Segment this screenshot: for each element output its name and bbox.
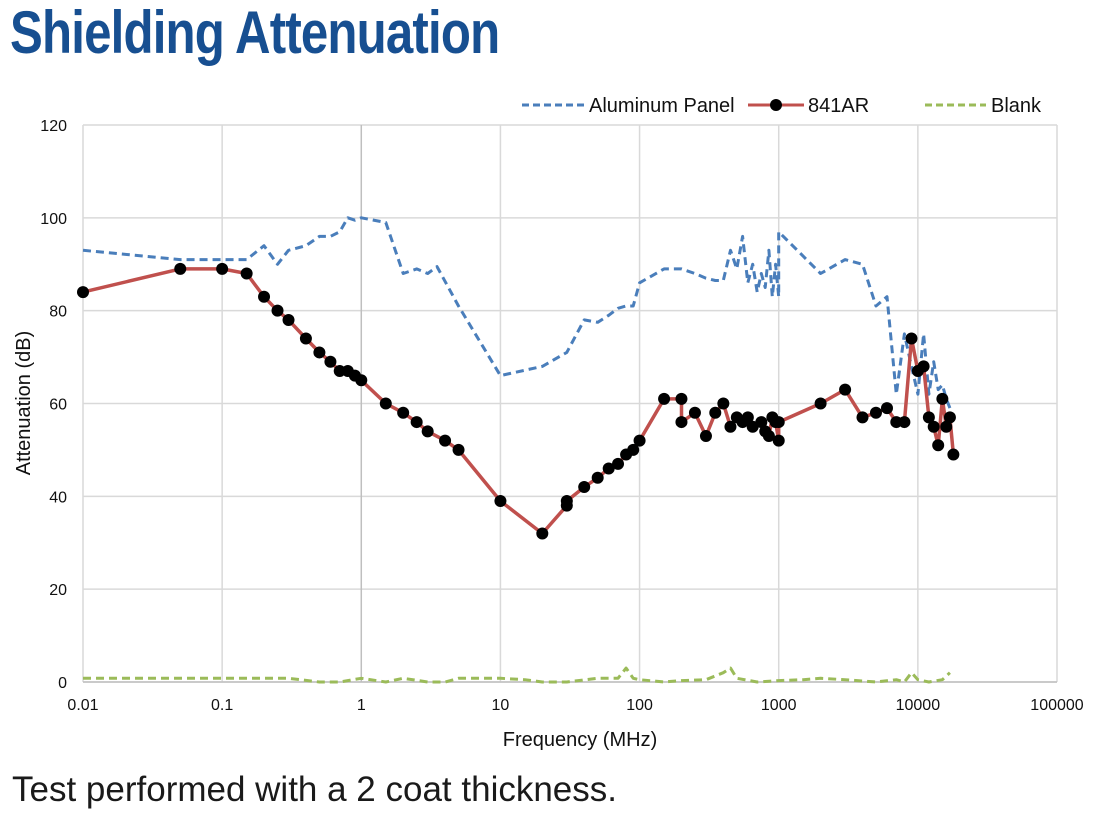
x-tick-label: 0.1 xyxy=(211,697,233,714)
data-point-841ar xyxy=(591,471,604,484)
data-point-841ar xyxy=(452,443,465,456)
data-point-841ar xyxy=(880,402,893,415)
data-point-841ar xyxy=(299,332,312,345)
legend-item-aluminum-panel: Aluminum Panel xyxy=(522,95,735,117)
data-point-841ar xyxy=(578,481,591,494)
data-point-841ar xyxy=(724,420,737,433)
y-tick-label: 20 xyxy=(49,582,67,599)
legend: Aluminum Panel 841AR Blank xyxy=(522,95,1042,117)
legend-label-841ar: 841AR xyxy=(808,95,869,117)
data-point-841ar xyxy=(397,406,410,419)
x-tick-label: 10 xyxy=(492,697,510,714)
data-point-841ar xyxy=(355,374,368,387)
data-point-841ar xyxy=(856,411,869,424)
data-point-841ar xyxy=(258,290,271,303)
legend-marker-841ar xyxy=(770,99,782,111)
y-axis-ticks: 0 20 40 60 80 100 120 xyxy=(40,118,67,692)
series-line-aluminum-panel xyxy=(82,216,952,409)
data-point-841ar xyxy=(772,416,785,429)
data-point-841ar xyxy=(560,494,573,507)
data-point-841ar xyxy=(755,416,768,429)
data-point-841ar xyxy=(633,434,646,447)
x-tick-label: 1000 xyxy=(761,697,797,714)
data-point-841ar xyxy=(379,397,392,410)
y-tick-label: 120 xyxy=(40,118,67,135)
x-tick-label: 10000 xyxy=(896,697,941,714)
x-tick-label: 100 xyxy=(626,697,653,714)
data-point-841ar xyxy=(898,416,911,429)
data-point-841ar xyxy=(602,462,615,475)
data-point-841ar xyxy=(717,397,730,410)
data-point-841ar xyxy=(536,527,549,540)
y-tick-label: 80 xyxy=(49,304,67,321)
page-title: Shielding Attenuation xyxy=(10,0,500,66)
data-point-841ar xyxy=(932,439,945,452)
data-point-841ar xyxy=(927,420,940,433)
legend-item-blank: Blank xyxy=(925,95,1042,117)
data-point-841ar xyxy=(282,313,295,326)
data-point-841ar xyxy=(947,448,960,461)
y-tick-label: 40 xyxy=(49,489,67,506)
data-point-841ar xyxy=(174,262,187,275)
data-point-841ar xyxy=(675,392,688,405)
data-point-841ar xyxy=(741,411,754,424)
data-point-841ar xyxy=(658,392,671,405)
series-blank xyxy=(83,666,951,684)
data-point-841ar xyxy=(77,286,89,299)
data-point-841ar xyxy=(313,346,326,359)
legend-label-blank: Blank xyxy=(991,95,1042,117)
legend-label-aluminum-panel: Aluminum Panel xyxy=(589,95,735,117)
data-point-841ar xyxy=(762,429,775,442)
data-point-841ar xyxy=(240,267,253,280)
data-point-841ar xyxy=(905,332,918,345)
y-tick-label: 100 xyxy=(40,211,67,228)
data-point-841ar xyxy=(675,416,688,429)
y-axis-title: Attenuation (dB) xyxy=(13,331,35,476)
data-point-841ar xyxy=(421,425,434,438)
series-aluminum-panel xyxy=(82,216,952,409)
data-point-841ar xyxy=(324,355,337,368)
y-tick-label: 60 xyxy=(49,397,67,414)
data-point-841ar xyxy=(839,383,852,396)
series-layer xyxy=(77,216,960,684)
x-axis-ticks: 0.01 0.1 1 10 100 1000 10000 100000 xyxy=(67,697,1083,714)
x-tick-label: 1 xyxy=(357,697,366,714)
data-point-841ar xyxy=(271,304,284,317)
data-point-841ar xyxy=(688,406,701,419)
data-point-841ar xyxy=(410,416,423,429)
data-point-841ar xyxy=(627,443,640,456)
series-line-blank xyxy=(83,666,951,684)
data-point-841ar xyxy=(216,262,229,275)
data-point-841ar xyxy=(612,457,625,470)
x-axis-title: Frequency (MHz) xyxy=(503,729,657,751)
data-point-841ar xyxy=(699,429,712,442)
data-point-841ar xyxy=(940,420,953,433)
series-841ar xyxy=(77,262,960,540)
data-point-841ar xyxy=(709,406,722,419)
data-point-841ar xyxy=(814,397,827,410)
data-point-841ar xyxy=(917,360,930,373)
x-tick-label: 100000 xyxy=(1030,697,1083,714)
x-tick-label: 0.01 xyxy=(67,697,98,714)
y-tick-label: 0 xyxy=(58,675,67,692)
data-point-841ar xyxy=(922,411,935,424)
data-point-841ar xyxy=(494,494,507,507)
grid xyxy=(82,124,1058,683)
test-caption: Test performed with a 2 coat thickness. xyxy=(12,770,617,809)
legend-item-841ar: 841AR xyxy=(748,95,869,117)
data-point-841ar xyxy=(439,434,452,447)
data-point-841ar xyxy=(943,411,956,424)
data-point-841ar xyxy=(869,406,882,419)
data-point-841ar xyxy=(936,392,949,405)
data-point-841ar xyxy=(772,434,785,447)
